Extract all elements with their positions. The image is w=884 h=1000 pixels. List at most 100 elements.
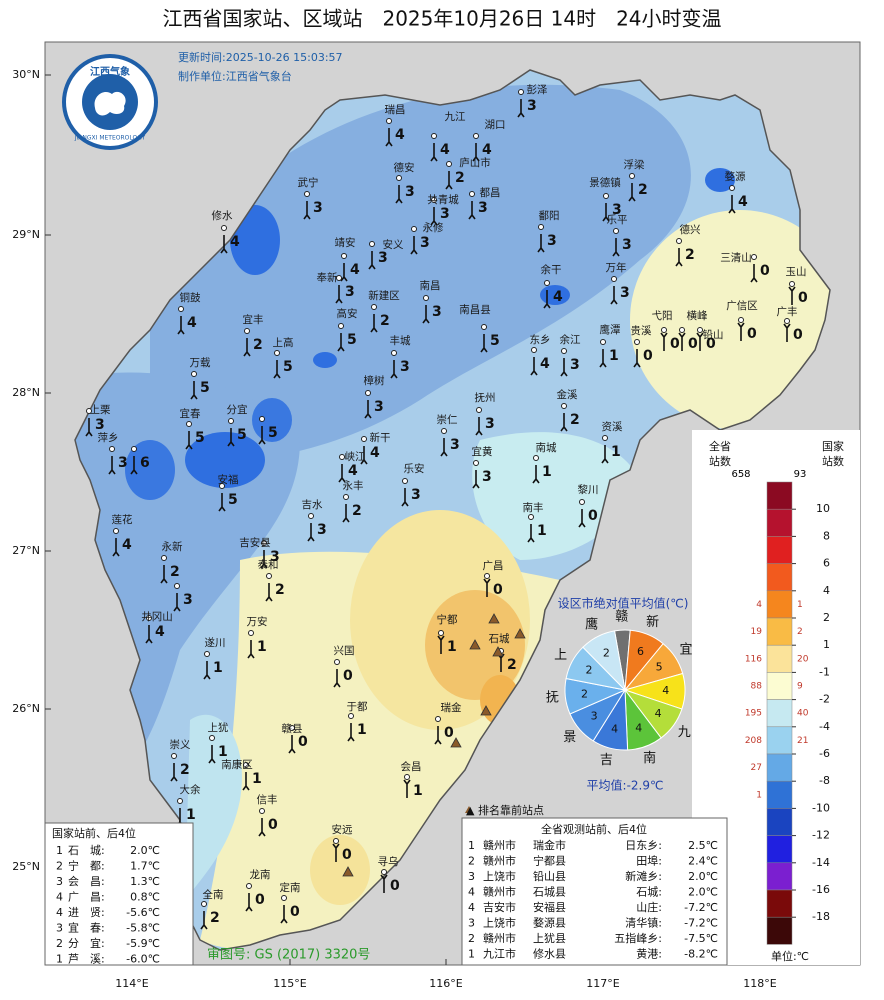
pie-city: 景 [563, 730, 576, 745]
station-name: 鄱阳 [539, 209, 560, 222]
station: 南丰 1 [523, 501, 547, 543]
station-value: 0 [343, 668, 353, 684]
station-name: 修水 [212, 209, 233, 222]
trend-arrow [560, 358, 568, 377]
station-value: 1 [357, 722, 367, 738]
station-value: 2 [210, 910, 220, 926]
lon-label: 114°E [115, 977, 148, 990]
trend-arrow [468, 201, 476, 220]
national-count: 1 [797, 600, 803, 610]
legend-header: 站数 [822, 454, 844, 468]
rank-cell: 赣州市 [483, 931, 516, 945]
station-marker [629, 173, 635, 179]
station: 东乡 4 [530, 333, 551, 376]
province-count: 19 [751, 627, 763, 637]
station-name: 上高 [273, 336, 294, 349]
station-value: 0 [588, 508, 598, 524]
station: 寻乌 0 [378, 855, 401, 894]
rank-cell: 上犹县 [533, 932, 566, 945]
trend-arrow [338, 464, 346, 483]
rank-cell: 分 宜: [68, 936, 105, 950]
trend-arrow [130, 456, 138, 475]
station-name: 信丰 [257, 793, 278, 806]
station-value: 5 [490, 333, 500, 349]
rank-cell: 4 [56, 891, 63, 904]
rank-cell: 2.0℃ [688, 886, 718, 899]
station-name: 赣县 [282, 722, 303, 735]
station: 吉水 3 [302, 499, 327, 542]
rank-cell: 进 贤: [68, 906, 105, 919]
station: 鄱阳 3 [537, 209, 560, 253]
rank-cell: 日东乡: [625, 839, 662, 852]
station-marker [441, 428, 447, 434]
station-marker [697, 327, 703, 333]
pie-city: 吉 [600, 753, 613, 768]
station-value: 0 [760, 263, 770, 279]
trend-arrow [430, 207, 438, 226]
station-marker [171, 753, 177, 759]
legend-tick-label: -6 [819, 747, 830, 760]
station-value: 1 [542, 464, 552, 480]
rank-cell: 山庄: [636, 900, 662, 914]
station: 婺源 4 [725, 170, 748, 214]
station: 安福 5 [218, 473, 239, 512]
station-value: 0 [643, 348, 653, 364]
pie-value: 3 [591, 710, 598, 723]
rank-cell: 赣州市 [483, 885, 516, 899]
station: 莲花 4 [112, 513, 133, 557]
station-name: 铅山 [703, 328, 724, 341]
station-value: 4 [230, 234, 240, 250]
rank-cell: 4 [56, 906, 63, 919]
trend-arrow [403, 779, 411, 798]
pie-value: 2 [581, 687, 588, 700]
station-name: 广信区 [726, 300, 758, 312]
station-name: 资溪 [602, 421, 623, 433]
national-count: 2 [797, 627, 803, 637]
station-value: 0 [444, 725, 454, 741]
station-marker [634, 339, 640, 345]
station: 于都 1 [347, 701, 368, 742]
trend-arrow [273, 360, 281, 379]
rank-cell: 2 [468, 855, 475, 868]
station-marker [435, 716, 441, 722]
station: 瑞昌 4 [385, 104, 406, 147]
color-bin [766, 726, 793, 755]
station-name: 高安 [337, 307, 358, 320]
station-value: 5 [195, 430, 205, 446]
station-name: 武宁 [298, 176, 319, 189]
station: 峡江4 [338, 450, 366, 483]
station-marker [473, 460, 479, 466]
station-name: 南丰 [523, 501, 544, 514]
pie-slice [582, 630, 626, 692]
station-name: 全南 [203, 888, 224, 901]
trend-arrow [260, 550, 268, 569]
station: 泰和 2 [258, 558, 285, 602]
trend-arrow [750, 264, 758, 283]
station-name: 樟树 [364, 374, 385, 387]
color-bin [766, 563, 793, 592]
station-value: 0 [298, 734, 308, 750]
trend-arrow [370, 314, 378, 333]
station-name: 峡江 [345, 450, 366, 463]
station-marker [174, 583, 180, 589]
pie-average: 平均值:-2.9℃ [587, 778, 664, 793]
color-bin [766, 672, 793, 700]
station: 永修3 [410, 221, 444, 255]
station-name: 兴国 [334, 645, 355, 657]
station-marker [146, 615, 152, 621]
station-marker [308, 513, 314, 519]
station-value: 1 [611, 444, 621, 460]
station-name: 靖安 [335, 236, 356, 249]
legend-tick-label: -2 [819, 693, 830, 706]
station-name: 湖口 [485, 119, 506, 131]
station: 遂川 1 [203, 636, 226, 680]
rank-cell: 石城县 [533, 886, 566, 899]
station: 上栗3 [85, 404, 111, 437]
top-marker [492, 646, 504, 657]
station-name: 宜丰 [243, 313, 264, 326]
station-name: 永丰 [343, 479, 364, 492]
national-rank-box: 国家站前、后4位 1 石 城: 2.0℃ 2 宁 都: 1.7℃ 3 会 昌: 1.3℃ 4 广 昌:… [44, 822, 194, 966]
station-value: 5 [283, 359, 293, 375]
